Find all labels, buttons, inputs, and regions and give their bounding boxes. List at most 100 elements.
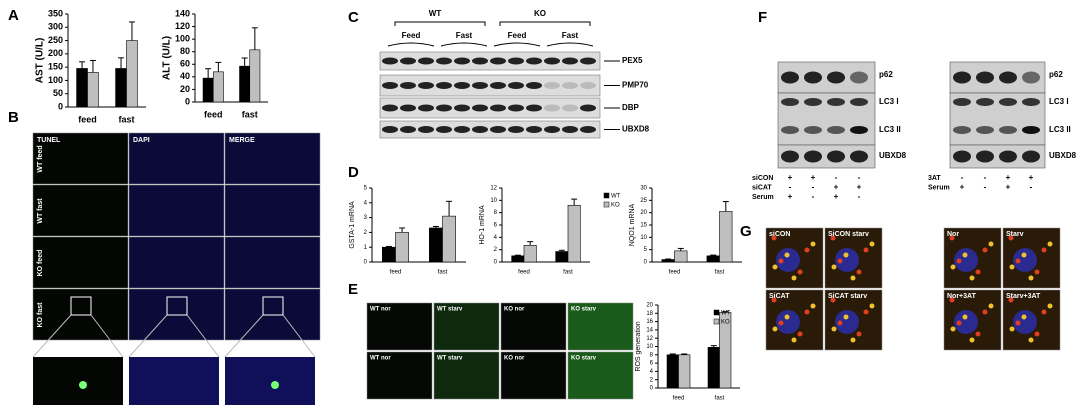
protein-label: LC3 II (1049, 125, 1071, 134)
y-tick-label: 12 (646, 336, 653, 342)
y-tick-label: 60 (180, 59, 190, 69)
puncta (791, 337, 797, 343)
panel-label: C (348, 9, 359, 26)
y-tick-label: 120 (175, 21, 190, 31)
band (562, 126, 578, 133)
band (850, 150, 868, 163)
puncta (988, 241, 994, 247)
y-tick-label: 8 (650, 352, 654, 358)
zoom-box (70, 296, 92, 316)
nucleus (1013, 248, 1037, 272)
zoom-line (32, 314, 72, 358)
puncta (856, 269, 862, 275)
y-tick-label: 25 (640, 198, 647, 204)
zoom-line (128, 314, 168, 358)
puncta (837, 258, 843, 264)
band (508, 82, 524, 89)
image-label: SiCAT starv (828, 293, 867, 300)
zoom-image (225, 357, 315, 405)
column-label: TUNEL (37, 137, 61, 144)
zoom-box (166, 296, 188, 316)
y-tick-label: 80 (180, 46, 190, 56)
image-label: Nor+3AT (947, 293, 977, 300)
micrograph (32, 132, 129, 185)
band (804, 71, 822, 84)
y-tick-label: 40 (180, 71, 190, 81)
puncta (1008, 297, 1014, 303)
puncta (975, 269, 981, 275)
treatment-sign: + (834, 192, 839, 201)
micrograph (128, 132, 225, 185)
y-tick-label: 12 (490, 186, 497, 192)
y-tick-label: 150 (48, 62, 63, 72)
band (472, 126, 488, 133)
x-tick-label: fast (118, 114, 134, 124)
nucleus (835, 248, 859, 272)
legend-swatch (713, 318, 720, 325)
puncta (850, 275, 856, 281)
micrograph (500, 351, 567, 400)
puncta (778, 320, 784, 326)
y-tick-label: 14 (646, 327, 653, 333)
blot (777, 144, 876, 169)
band (804, 150, 822, 163)
treatment-sign: + (834, 183, 839, 192)
image-label: KO nor (504, 307, 525, 313)
x-tick-label: feed (518, 270, 530, 276)
puncta (949, 235, 955, 241)
legend-swatch (603, 201, 610, 208)
protein-label: LC3 II (879, 125, 901, 134)
y-tick-label: 4 (494, 235, 498, 241)
tunel-signal (79, 381, 87, 389)
bar (115, 68, 127, 108)
treatment-sign: - (789, 183, 792, 192)
band (382, 82, 398, 89)
bar (382, 246, 396, 263)
puncta (831, 264, 837, 270)
row-label: KO fast (37, 302, 44, 328)
panel-label: D (348, 164, 359, 181)
y-tick-label: 8 (494, 210, 498, 216)
band (562, 57, 578, 65)
band (953, 71, 971, 84)
micrograph (433, 302, 500, 351)
band (804, 98, 822, 106)
legend-swatch (603, 192, 610, 199)
bar (511, 255, 525, 263)
y-tick-label: 100 (48, 75, 63, 85)
band (490, 126, 506, 133)
treatment-label: Serum (752, 194, 774, 201)
y-tick-label: 0 (364, 260, 368, 266)
x-tick-label: feed (390, 270, 402, 276)
band (562, 82, 578, 89)
treatment-sign: - (858, 192, 861, 201)
puncta (950, 326, 956, 332)
band (827, 98, 845, 106)
protein-label: UBXD8 (879, 151, 907, 160)
image-label: WT nor (370, 307, 391, 313)
puncta (850, 337, 856, 343)
puncta (1034, 269, 1040, 275)
x-tick-label: feed (673, 396, 685, 402)
y-tick-label: 6 (494, 223, 498, 229)
image-label: siCON (769, 231, 790, 238)
micrograph (567, 302, 634, 351)
treatment-sign: + (857, 183, 862, 192)
treatment-label: 3AT (928, 175, 941, 182)
treatment-sign: - (835, 173, 838, 182)
micrograph (500, 302, 567, 351)
panel-label: F (758, 9, 767, 26)
condition-bracket (546, 42, 594, 47)
band (436, 82, 452, 89)
treatment-sign: + (1029, 173, 1034, 182)
y-tick-label: 350 (48, 8, 63, 18)
x-tick-label: feed (669, 270, 681, 276)
y-tick-label: 20 (646, 303, 653, 309)
puncta (1008, 235, 1014, 241)
band (508, 104, 524, 112)
band (827, 126, 845, 134)
protein-label: LC3 I (1049, 97, 1069, 106)
puncta (810, 303, 816, 309)
puncta (843, 314, 849, 320)
